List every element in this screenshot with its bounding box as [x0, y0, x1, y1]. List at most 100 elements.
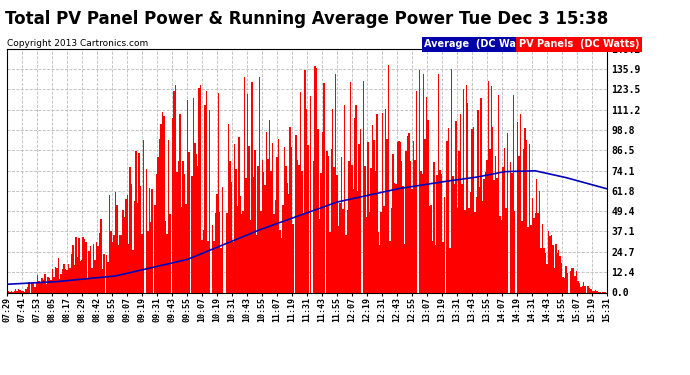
- Bar: [408, 133, 410, 292]
- Bar: [83, 237, 84, 292]
- Bar: [582, 285, 583, 292]
- Bar: [90, 246, 91, 292]
- Bar: [385, 110, 386, 292]
- Bar: [384, 206, 385, 292]
- Bar: [17, 291, 18, 292]
- Bar: [87, 278, 88, 292]
- Bar: [181, 207, 182, 292]
- Bar: [233, 242, 234, 292]
- Bar: [69, 268, 71, 292]
- Bar: [529, 144, 530, 292]
- Bar: [439, 170, 441, 292]
- Bar: [125, 199, 126, 292]
- Bar: [449, 248, 451, 292]
- Bar: [587, 286, 589, 292]
- Bar: [282, 205, 284, 292]
- Bar: [46, 284, 47, 292]
- Bar: [50, 280, 52, 292]
- Bar: [146, 169, 147, 292]
- Bar: [505, 209, 506, 292]
- Bar: [431, 205, 432, 292]
- Bar: [157, 157, 159, 292]
- Bar: [178, 160, 179, 292]
- Bar: [61, 274, 62, 292]
- Bar: [291, 147, 293, 292]
- Bar: [471, 129, 473, 292]
- Bar: [124, 217, 125, 292]
- Bar: [332, 109, 333, 292]
- Bar: [386, 140, 388, 292]
- Bar: [495, 156, 496, 292]
- Bar: [220, 248, 222, 292]
- Bar: [488, 81, 489, 292]
- Bar: [228, 124, 229, 292]
- Bar: [498, 94, 500, 292]
- Bar: [448, 128, 449, 292]
- Bar: [358, 144, 360, 292]
- Bar: [14, 291, 15, 292]
- Bar: [150, 222, 152, 292]
- Bar: [260, 211, 262, 292]
- Title: Total PV Panel Power & Running Average Power Tue Dec 3 15:38: Total PV Panel Power & Running Average P…: [6, 10, 609, 28]
- Bar: [545, 253, 546, 292]
- Bar: [28, 282, 30, 292]
- Bar: [360, 129, 362, 292]
- Bar: [184, 174, 185, 292]
- Bar: [217, 93, 219, 292]
- Bar: [593, 291, 595, 292]
- Bar: [553, 268, 555, 292]
- Bar: [375, 171, 376, 292]
- Bar: [483, 180, 484, 292]
- Bar: [401, 161, 402, 292]
- Bar: [350, 82, 351, 292]
- Bar: [204, 105, 206, 292]
- Bar: [437, 74, 439, 292]
- Bar: [469, 208, 470, 292]
- Bar: [518, 156, 520, 292]
- Bar: [199, 88, 200, 292]
- Bar: [121, 235, 122, 292]
- Bar: [235, 169, 237, 292]
- Bar: [134, 201, 135, 292]
- Bar: [363, 81, 364, 292]
- Bar: [461, 184, 462, 292]
- Bar: [584, 286, 586, 292]
- Bar: [200, 85, 201, 292]
- Bar: [19, 290, 21, 292]
- Bar: [379, 245, 380, 292]
- Bar: [391, 208, 392, 292]
- Bar: [562, 277, 564, 292]
- Bar: [513, 95, 514, 292]
- Bar: [591, 288, 592, 292]
- Bar: [279, 230, 281, 292]
- Bar: [248, 146, 250, 292]
- Bar: [364, 166, 366, 292]
- Bar: [565, 266, 567, 292]
- Bar: [546, 264, 548, 292]
- Bar: [366, 217, 367, 292]
- Bar: [270, 171, 272, 292]
- Bar: [140, 186, 141, 292]
- Bar: [126, 195, 128, 292]
- Bar: [138, 153, 140, 292]
- Bar: [100, 219, 101, 292]
- Bar: [137, 203, 138, 292]
- Bar: [187, 100, 188, 292]
- Bar: [256, 235, 257, 292]
- Bar: [175, 85, 177, 292]
- Bar: [419, 70, 420, 292]
- Bar: [216, 194, 217, 292]
- Bar: [56, 268, 57, 292]
- Bar: [524, 128, 526, 292]
- Bar: [489, 149, 491, 292]
- Bar: [215, 213, 216, 292]
- Bar: [435, 245, 436, 292]
- Text: PV Panels  (DC Watts): PV Panels (DC Watts): [519, 39, 640, 50]
- Bar: [72, 246, 74, 292]
- Bar: [526, 140, 527, 292]
- Bar: [592, 291, 593, 292]
- Bar: [43, 280, 44, 292]
- Bar: [477, 110, 479, 292]
- Bar: [182, 161, 184, 292]
- Bar: [244, 77, 246, 292]
